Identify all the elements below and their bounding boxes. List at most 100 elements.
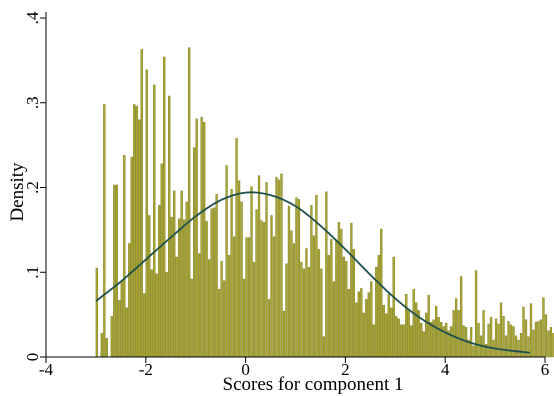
histogram-bar [295, 197, 298, 358]
histogram-bar [504, 335, 508, 358]
histogram-bar [103, 104, 106, 358]
histogram-bar [287, 205, 291, 358]
histogram-bar [539, 319, 543, 358]
histogram-bar [138, 119, 141, 358]
histogram-bar [487, 323, 490, 358]
histogram-bar [240, 201, 243, 358]
histogram-bar [390, 307, 393, 358]
histogram-bar [322, 336, 326, 358]
histogram-bar [360, 288, 363, 358]
histogram-bar [345, 261, 348, 358]
histogram-bar [260, 220, 263, 358]
histogram-bar [212, 207, 216, 358]
histogram-bar [113, 184, 116, 358]
histogram-bar [370, 281, 373, 358]
histogram-bar [140, 49, 143, 358]
histogram-bar [227, 255, 231, 358]
histogram-bar [552, 333, 554, 358]
histogram-bar [237, 180, 241, 358]
histogram-bar [265, 182, 268, 358]
x-tick-label: 2 [341, 360, 350, 379]
y-tick-label: .3 [23, 96, 42, 109]
histogram-bar [402, 324, 405, 358]
histogram-bar [347, 289, 350, 358]
histogram-bar [255, 209, 258, 358]
histogram-bar [512, 326, 515, 358]
histogram-bar [430, 322, 433, 358]
histogram-bar [158, 205, 161, 358]
y-tick-label: .1 [23, 266, 42, 279]
x-tick-label: 6 [541, 360, 550, 379]
y-tick-label: 0 [23, 353, 42, 362]
histogram-bar [380, 228, 383, 358]
histogram-bar [350, 222, 353, 358]
histogram-bar [270, 215, 273, 358]
histogram-bar [235, 138, 238, 358]
histogram-bar [280, 173, 283, 358]
histogram-bar [509, 324, 513, 358]
histogram-bar [272, 236, 276, 358]
histogram-bar [292, 243, 296, 358]
y-axis-ticks: 0 .1 .2 .3 .4 [23, 11, 46, 361]
x-tick-label: -4 [39, 360, 54, 379]
histogram-bar [222, 280, 226, 358]
histogram-bar [312, 235, 316, 358]
histogram-bar [193, 147, 196, 358]
histogram-bar [330, 238, 333, 358]
histogram-bar [325, 191, 328, 358]
histogram-bar [514, 335, 518, 358]
histogram-bar [405, 294, 408, 358]
histogram-bar [135, 105, 138, 358]
histogram-bar [415, 302, 418, 358]
histogram-bar [445, 322, 448, 358]
histogram-bar [163, 56, 166, 358]
histogram-bar [507, 321, 510, 358]
histogram-bar [472, 345, 475, 358]
histogram-bar [440, 322, 443, 358]
histogram-bar [300, 261, 303, 358]
histogram-bar [400, 324, 403, 358]
y-tick-label: .4 [23, 11, 42, 24]
histogram-bar [175, 256, 178, 358]
histogram-bar [425, 312, 428, 358]
x-tick-label: -2 [139, 360, 153, 379]
y-tick-label: .2 [23, 181, 42, 194]
histogram-bar [197, 253, 201, 358]
histogram-bar [422, 331, 425, 358]
histogram-bar [155, 273, 158, 358]
histogram-bar [307, 266, 311, 358]
histogram-bar [477, 322, 480, 358]
histogram-bar [148, 215, 151, 358]
histogram-bar [534, 322, 538, 358]
histogram-bar [262, 222, 266, 358]
histogram-bar [210, 208, 213, 358]
histogram-bar [215, 194, 218, 358]
histogram-bar [133, 104, 136, 358]
histogram-bar [537, 321, 540, 358]
x-tick-label: 0 [241, 360, 250, 379]
histogram-bar [143, 293, 146, 358]
histogram-bar [128, 243, 131, 358]
histogram-bar [385, 313, 388, 358]
histogram-bar [297, 199, 301, 358]
histogram-bar [230, 188, 233, 358]
histogram-bar [302, 268, 306, 358]
histogram-bar [542, 297, 545, 358]
histogram-bar [357, 291, 360, 358]
histogram-bar [252, 261, 256, 358]
histogram-bar [202, 122, 206, 358]
histogram-bar [352, 249, 355, 358]
histogram-bar [257, 175, 261, 358]
histogram-bar [489, 316, 493, 358]
histogram-bars [95, 47, 554, 358]
histogram-bar [145, 69, 148, 358]
histogram-bar [232, 236, 236, 358]
histogram-bar [110, 316, 113, 358]
histogram-bar [225, 165, 228, 358]
histogram-bar [105, 338, 108, 358]
histogram-bar [454, 298, 458, 358]
histogram-bar [220, 261, 223, 358]
histogram-bar [245, 237, 248, 358]
histogram-bar [449, 326, 453, 358]
histogram-bar [180, 190, 183, 358]
